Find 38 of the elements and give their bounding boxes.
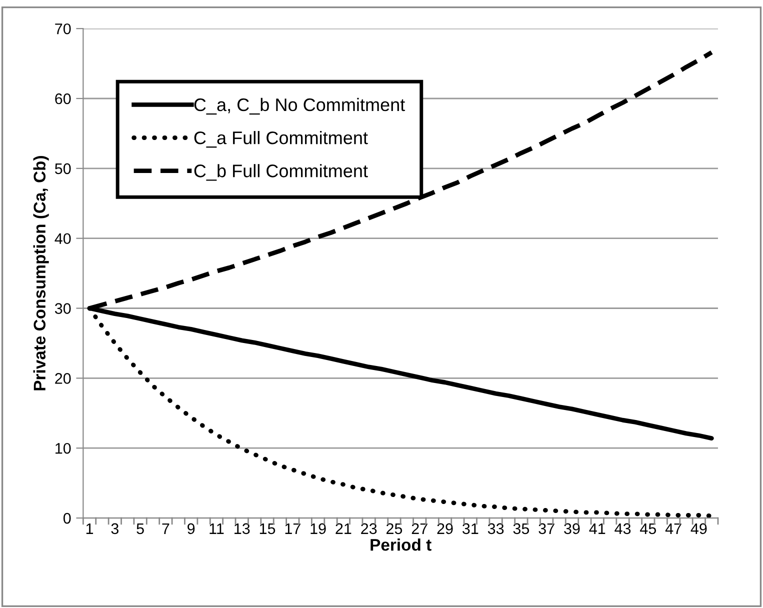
x-tick-label: 21 bbox=[336, 523, 352, 534]
x-tick-label: 25 bbox=[386, 523, 402, 534]
x-tick-label: 7 bbox=[162, 523, 170, 534]
x-tick-label: 27 bbox=[412, 523, 428, 534]
y-tick-label: 0 bbox=[63, 512, 71, 524]
x-tick-label: 49 bbox=[690, 523, 707, 534]
x-tick-label: 17 bbox=[285, 523, 300, 534]
x-tick-label: 33 bbox=[488, 523, 504, 534]
x-tick-label: 1 bbox=[86, 523, 94, 534]
y-tick-label: 10 bbox=[56, 442, 71, 454]
x-tick-label: 31 bbox=[462, 523, 478, 534]
legend-label: C_b Full Commitment bbox=[194, 164, 368, 181]
x-axis-title: Period t bbox=[370, 538, 432, 551]
x-tick-label: 23 bbox=[361, 523, 377, 534]
x-tick-label: 47 bbox=[665, 523, 682, 534]
legend-label: C_a Full Commitment bbox=[194, 130, 368, 148]
y-tick-label: 60 bbox=[55, 93, 71, 104]
y-tick-label: 30 bbox=[54, 303, 71, 314]
x-tick-label: 43 bbox=[614, 523, 631, 534]
x-tick-label: 15 bbox=[260, 523, 276, 534]
y-tick-label: 40 bbox=[54, 233, 71, 244]
legend-label: C_a, C_b No Commitment bbox=[194, 98, 406, 115]
x-tick-label: 9 bbox=[188, 523, 195, 534]
y-tick-label: 20 bbox=[55, 373, 71, 384]
x-tick-label: 45 bbox=[640, 523, 656, 534]
x-tick-label: 3 bbox=[111, 523, 118, 534]
y-axis-title: Private Consumption (Ca, Cb) bbox=[33, 156, 49, 390]
x-tick-label: 5 bbox=[136, 523, 144, 534]
x-tick-label: 39 bbox=[564, 523, 580, 534]
x-tick-label: 41 bbox=[589, 523, 606, 534]
x-tick-label: 29 bbox=[437, 523, 453, 534]
x-tick-label: 35 bbox=[513, 523, 530, 534]
x-tick-label: 11 bbox=[210, 523, 224, 534]
x-tick-label: 13 bbox=[234, 523, 250, 534]
x-tick-label: 19 bbox=[310, 523, 326, 534]
x-tick-label: 37 bbox=[538, 523, 554, 534]
y-tick-label: 70 bbox=[55, 23, 71, 34]
y-tick-label: 50 bbox=[54, 163, 71, 174]
